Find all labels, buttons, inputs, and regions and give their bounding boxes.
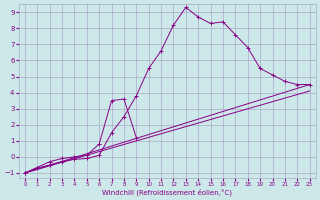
X-axis label: Windchill (Refroidissement éolien,°C): Windchill (Refroidissement éolien,°C) xyxy=(102,188,232,196)
